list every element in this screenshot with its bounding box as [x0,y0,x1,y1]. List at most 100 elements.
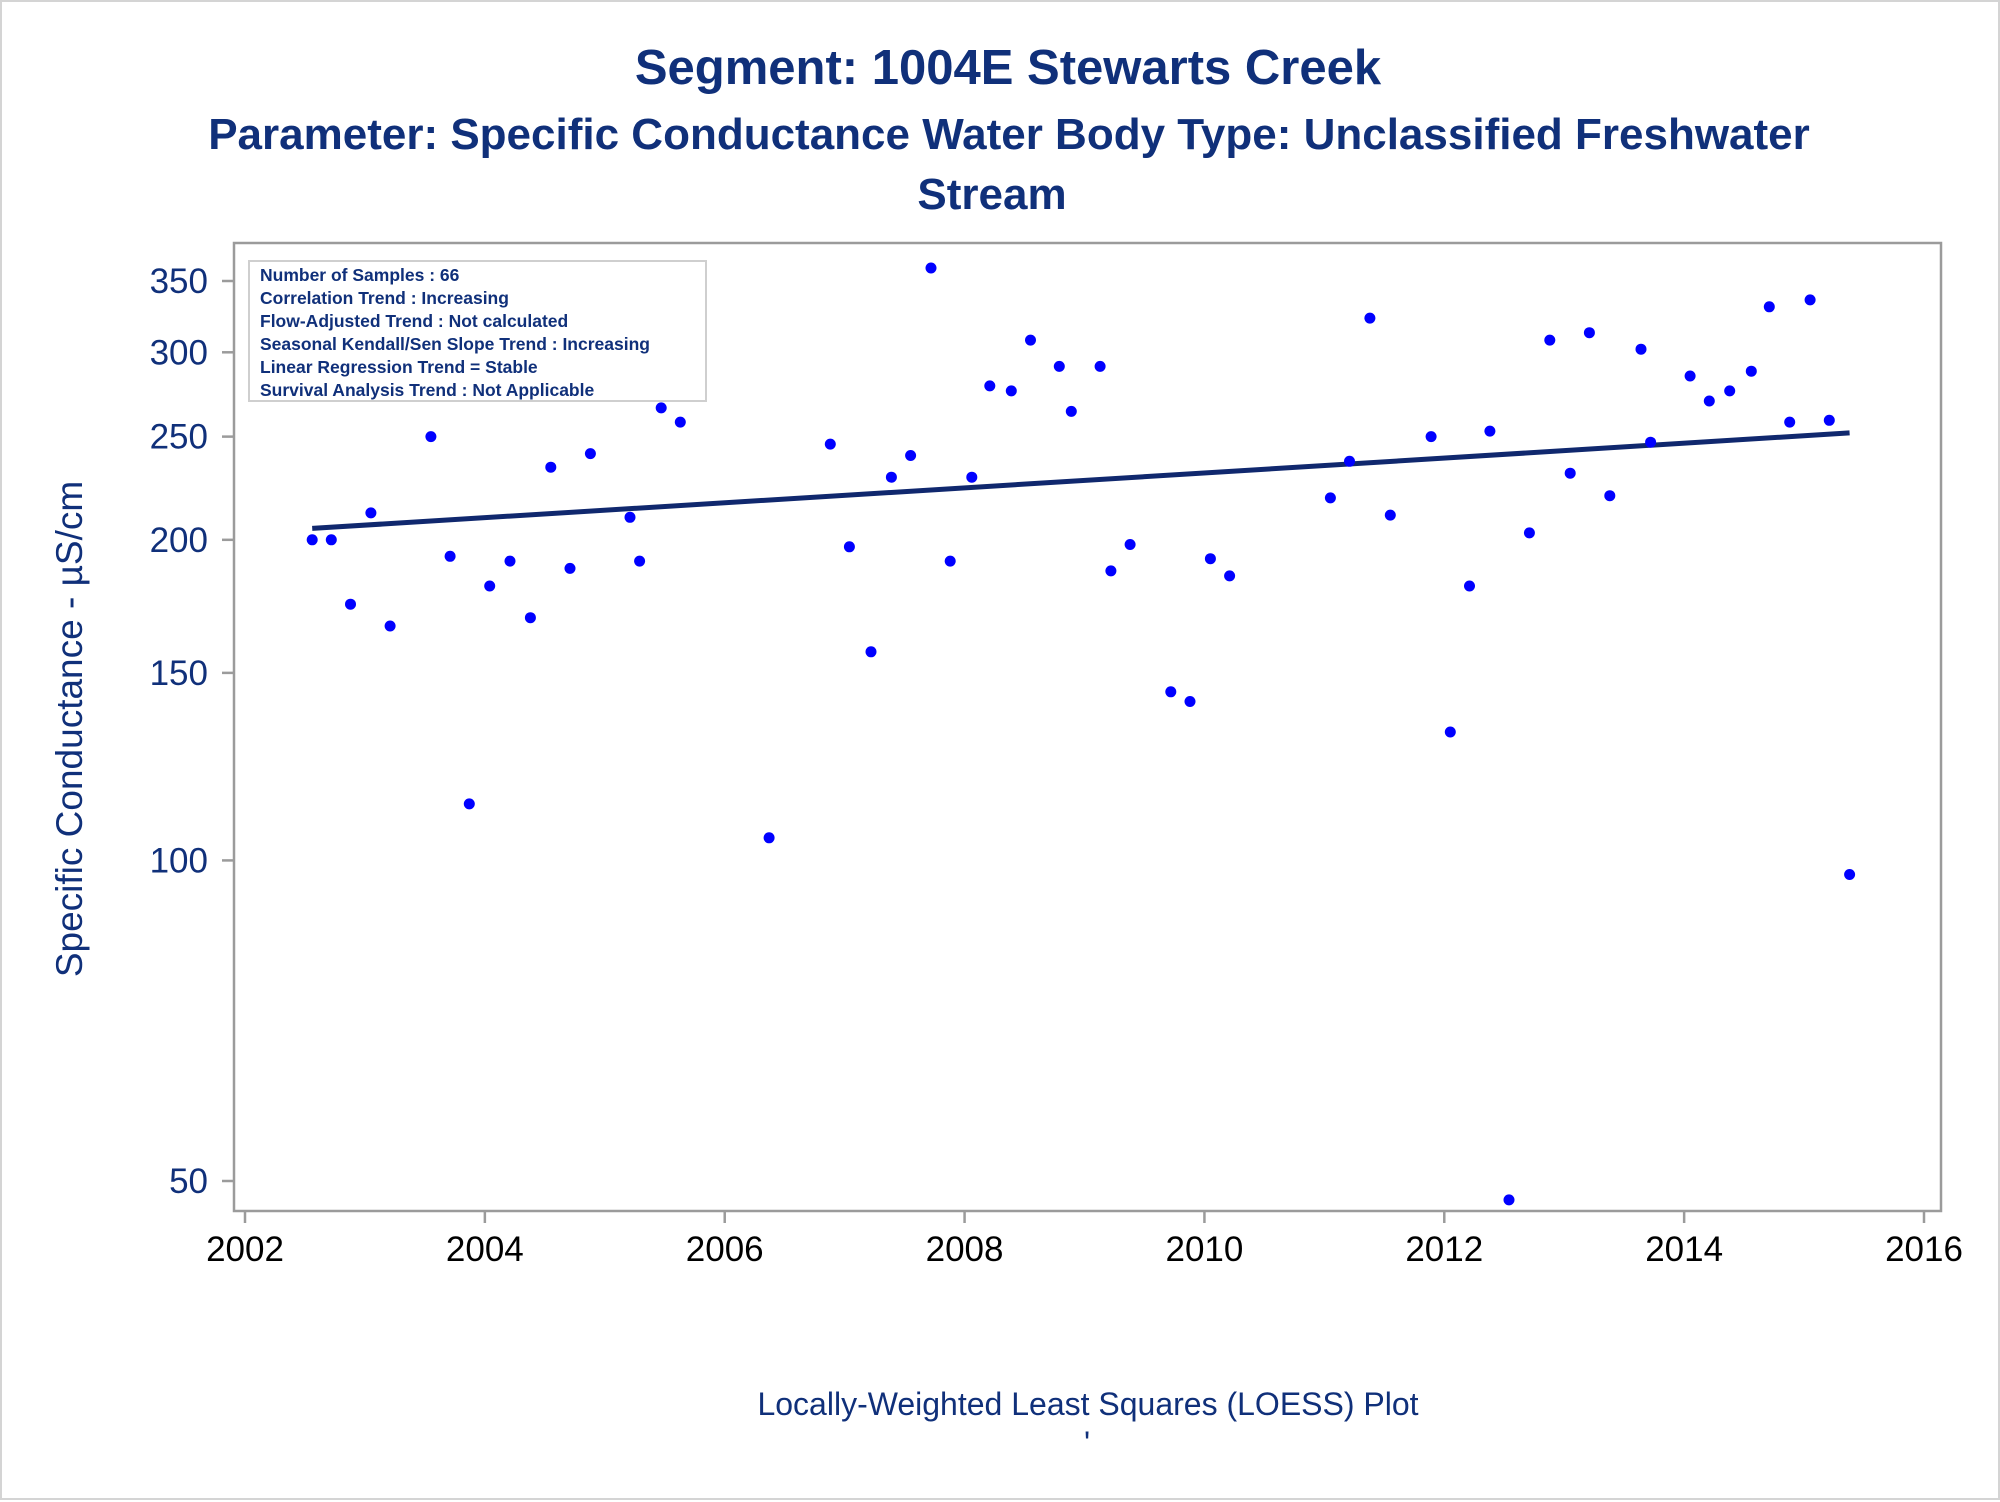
x-tick-label: 2004 [446,1230,524,1269]
data-point [1124,539,1136,550]
fit-line-layer [312,430,1850,531]
x-tick-label: 2006 [686,1230,764,1269]
data-point [885,471,897,483]
chart-footnote: Locally-Weighted Least Squares (LOESS) P… [757,1386,1418,1422]
data-point [384,620,396,632]
stats-line: Number of Samples : 66 [260,265,460,285]
data-point [966,471,978,483]
data-point [1784,416,1796,428]
data-point [1364,312,1376,324]
y-tick-label: 150 [150,654,208,693]
plot-area [232,241,1943,1213]
data-point [1184,696,1196,707]
data-point [1823,414,1835,426]
data-point [1564,467,1576,479]
data-point [1503,1194,1515,1206]
x-tick-label: 2014 [1645,1230,1723,1269]
y-tick-label: 350 [150,262,208,301]
data-point [1804,294,1816,306]
x-axis: 2002 2004 2006 2008 2010 2012 2014 2016 [206,1211,1963,1269]
data-point [1344,455,1355,467]
data-point [1065,405,1077,417]
data-point [484,580,496,592]
data-point [1763,301,1775,313]
data-point [504,555,516,567]
data-point [1464,580,1475,592]
data-point [1745,365,1757,377]
data-point [1523,527,1535,539]
data-point [1425,431,1437,443]
data-point [1604,490,1616,502]
data-point [365,507,377,519]
x-tick-label: 2012 [1405,1230,1483,1269]
data-point [545,461,557,473]
data-point [1053,360,1065,372]
data-point [1025,334,1036,346]
data-point [634,555,646,567]
stats-line: Survival Analysis Trend : Not Applicable [260,380,594,400]
data-point [325,534,337,546]
y-tick-label: 50 [169,1162,208,1201]
y-tick-label: 200 [150,521,208,560]
y-axis-title: Specific Conductance - µS/cm [49,481,90,977]
data-point [1005,385,1017,397]
chart-subtitle-line1: Parameter: Specific Conductance Water Bo… [208,110,1810,159]
x-tick-label: 2016 [1885,1230,1963,1269]
stats-box: Number of Samples : 66 Correlation Trend… [248,260,707,402]
data-point [1105,565,1117,577]
chart-subtitle-line2: Stream [917,170,1066,219]
data-point [1165,686,1177,698]
data-point [1583,327,1595,339]
stats-box-frame [248,260,707,402]
footnote-mark: ' [1084,1425,1090,1461]
stats-line: Correlation Trend : Increasing [260,288,509,308]
x-tick-label: 2002 [206,1230,284,1269]
data-point [1204,553,1216,565]
data-point [984,380,996,392]
x-tick-label: 2008 [926,1230,1004,1269]
data-point [1684,370,1696,382]
data-point [944,555,956,567]
data-point [564,562,576,574]
data-point [655,402,667,414]
data-point [763,832,775,844]
data-point [1094,360,1106,372]
data-point [1645,436,1657,448]
data-points [306,262,1856,1206]
stats-line: Flow-Adjusted Trend : Not calculated [260,311,568,331]
trend-line [312,430,1850,531]
y-tick-label: 100 [150,841,208,880]
data-point [524,612,536,624]
y-tick-label: 250 [150,418,208,457]
data-point [1703,395,1715,407]
data-point [843,541,855,553]
data-point [1224,570,1236,582]
data-point [1384,509,1396,521]
data-point [905,450,917,461]
data-point [1444,726,1456,738]
data-point [925,262,937,274]
data-point [444,550,456,562]
data-point [1324,492,1336,504]
data-point [1724,385,1736,397]
data-point [865,646,877,658]
data-point [345,598,356,610]
data-point [824,438,836,450]
data-point [584,448,596,460]
data-point [1635,343,1647,355]
y-axis: 50 100 150 200 250 300 350 [150,262,234,1201]
chart-title: Segment: 1004E Stewarts Creek [635,41,1382,95]
data-point [1544,334,1556,346]
data-point [624,511,636,523]
data-point [674,416,686,428]
stats-line: Seasonal Kendall/Sen Slope Trend : Incre… [260,334,650,354]
stats-line: Linear Regression Trend = Stable [260,357,538,377]
y-tick-label: 300 [150,333,208,372]
data-point [1844,869,1856,880]
data-point [425,431,437,443]
data-point [463,798,475,810]
data-point [306,534,318,546]
data-point [1484,425,1496,437]
